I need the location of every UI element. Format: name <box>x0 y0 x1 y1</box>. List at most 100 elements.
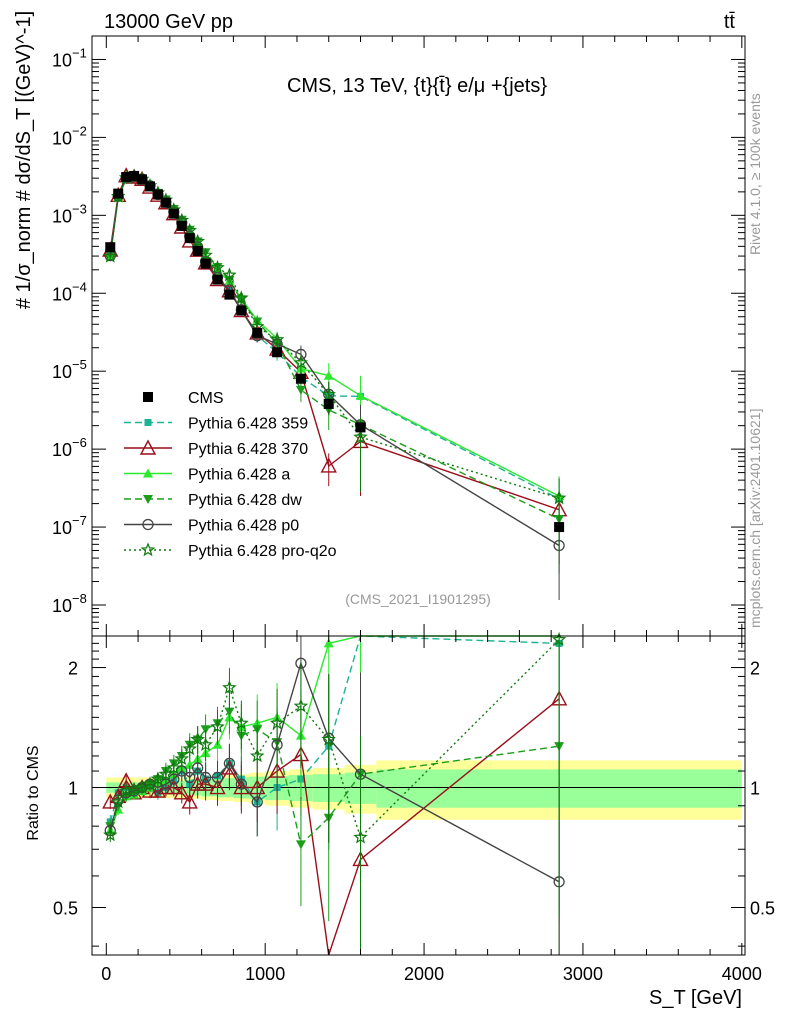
y-tick-label: 10 <box>52 128 72 148</box>
y-tick-exponent: −5 <box>72 357 87 372</box>
series-point-ratio <box>211 771 224 784</box>
series-point-ratio <box>200 725 211 735</box>
series-point-ratio <box>323 638 334 648</box>
series-point-ratio <box>189 775 206 791</box>
series-point-ratio <box>192 762 204 774</box>
y-tick-label: 10 <box>52 206 72 226</box>
series-point-ratio <box>134 779 150 794</box>
data-point <box>137 174 148 185</box>
series-point-main <box>355 390 366 400</box>
x-tick-label: 2000 <box>404 964 444 984</box>
data-point <box>184 233 195 244</box>
y-tick-label: 10 <box>52 50 72 70</box>
data-point <box>236 305 247 316</box>
series-point-ratio <box>198 737 213 752</box>
legend-marker <box>144 419 152 426</box>
series-point-main <box>103 248 118 263</box>
data-point <box>121 172 132 183</box>
series-point-main <box>323 370 334 380</box>
series-point-main <box>269 332 285 346</box>
series-point-ratio <box>251 796 263 808</box>
legend-marker <box>139 439 157 455</box>
series-point-main <box>293 355 309 370</box>
x-tick-label: 4000 <box>722 964 762 984</box>
y-tick-label: 10 <box>52 518 72 538</box>
data-point <box>224 289 235 300</box>
y-tick-exponent: −3 <box>72 201 87 216</box>
legend-label: Pythia 6.428 370 <box>188 441 308 458</box>
legend-label: Pythia 6.428 359 <box>188 416 308 433</box>
data-point <box>160 197 171 208</box>
series-point-main <box>551 490 567 505</box>
data-point <box>152 189 163 200</box>
x-axis-label: S_T [GeV] <box>649 987 742 1009</box>
legend-label: Pythia 6.428 pro-q2o <box>188 543 337 560</box>
series-2 <box>102 167 568 956</box>
y-tick-exponent: −4 <box>72 279 87 294</box>
series-point-main <box>320 457 337 473</box>
legend-marker <box>142 518 154 531</box>
ratio-tick-label: 1 <box>68 779 78 799</box>
series-6 <box>103 168 567 955</box>
series-point-main <box>295 385 306 395</box>
series-point-ratio <box>166 760 182 775</box>
series-point-ratio <box>353 829 368 844</box>
series-point-main <box>234 290 249 305</box>
y-tick-exponent: −6 <box>72 435 87 450</box>
series-point-main <box>210 260 225 274</box>
series-point-ratio <box>182 741 197 756</box>
y-tick-exponent: −2 <box>72 123 87 138</box>
series-point-ratio <box>295 840 306 850</box>
series-point-ratio <box>173 784 190 800</box>
legend-label: Pythia 6.428 dw <box>188 492 302 509</box>
legend-label: Pythia 6.428 a <box>188 467 290 484</box>
series-point-ratio <box>293 698 309 713</box>
ratio-tick-label-right: 2 <box>750 659 760 679</box>
data-point <box>272 347 283 358</box>
data-point <box>176 220 187 231</box>
series-point-ratio <box>174 751 190 766</box>
data-point <box>192 245 203 256</box>
data-point <box>295 373 306 384</box>
series-4 <box>105 172 565 955</box>
series-point-ratio <box>235 778 247 790</box>
data-point <box>252 327 263 338</box>
data-point <box>144 181 155 192</box>
y-tick-label: 10 <box>52 440 72 460</box>
series-point-ratio <box>321 731 336 746</box>
series-point-ratio <box>190 731 205 746</box>
series-point-ratio <box>103 827 118 842</box>
x-tick-label: 0 <box>101 964 111 984</box>
data-point <box>113 188 124 199</box>
chart-title: CMS, 13 TeV, {t}{t̄} e/μ +{jets} <box>287 75 547 97</box>
x-tick-label: 3000 <box>563 964 603 984</box>
data-point <box>212 274 223 285</box>
legend-marker-cms <box>143 392 153 402</box>
data-point <box>323 398 334 409</box>
series-point-ratio <box>184 771 196 784</box>
legend-label-cms: CMS <box>188 390 224 407</box>
data-point <box>554 522 565 533</box>
legend-label: Pythia 6.428 p0 <box>188 518 299 535</box>
ratio-tick-label: 0.5 <box>53 898 78 918</box>
series-point-ratio <box>269 715 285 730</box>
series-point-ratio <box>224 707 235 717</box>
header-right: tt̄ <box>724 11 736 33</box>
series-point-main <box>353 429 368 444</box>
series-point-ratio <box>210 719 225 734</box>
series-point-main <box>321 386 336 401</box>
analysis-id: (CMS_2021_I1901295) <box>345 591 491 607</box>
data-point <box>355 422 366 433</box>
series-point-ratio <box>223 757 236 769</box>
series-point-ratio <box>199 771 212 784</box>
series-point-ratio <box>551 631 567 646</box>
y-tick-exponent: −8 <box>72 591 87 606</box>
series-line-main <box>109 175 560 547</box>
legend-marker <box>140 542 156 557</box>
data-point <box>105 242 116 253</box>
ratio-tick-label-right: 0.5 <box>750 898 775 918</box>
header-left: 13000 GeV pp <box>104 11 233 33</box>
legend-marker <box>143 468 153 478</box>
y-axis-label: # 1/σ_norm # dσ/dS_T [(GeV)^-1] <box>13 11 35 309</box>
